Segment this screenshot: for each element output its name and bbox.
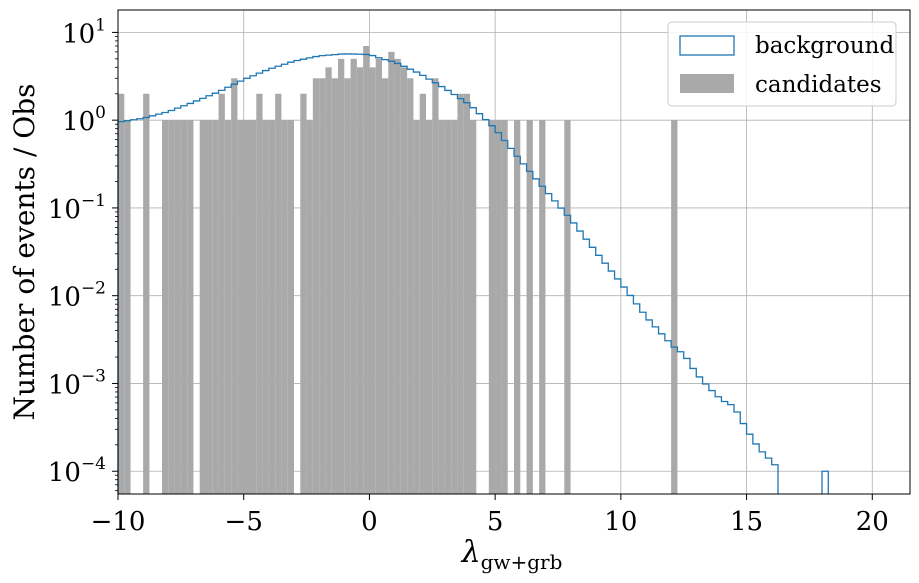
x-tick-label: −10 [91,507,146,537]
candidate-bar [400,67,408,494]
x-tick-label: 10 [604,507,637,537]
y-tick-label: 10−4 [48,454,106,488]
y-tick-label: 10−2 [48,279,106,313]
candidate-bar [287,120,294,494]
candidate-bar [375,58,382,495]
candidate-bar [224,120,232,494]
candidate-bar [218,93,225,495]
candidate-bar [187,120,194,494]
candidate-bar [451,120,458,494]
y-tick-label: 10−1 [48,191,106,225]
x-tick-label: 20 [856,507,889,537]
candidate-bar [463,93,470,495]
candidate-bar [470,120,477,494]
candidate-bar [268,120,276,494]
y-tick-base: 10 [62,19,95,49]
candidate-bar [275,93,282,495]
candidate-bar [394,58,401,495]
candidate-bar [539,120,546,494]
candidate-bar [325,67,332,494]
legend-background-swatch [679,35,735,56]
plot-frame [117,9,911,495]
y-tick-base: 10 [48,195,81,225]
candidate-bar [174,120,181,494]
y-tick-label: 101 [62,15,106,49]
candidate-bar [306,120,313,494]
y-tick-label: 10−3 [48,366,106,400]
candidate-bar [564,120,571,494]
candidate-bar [363,45,370,494]
candidate-bar [199,120,206,494]
candidate-bar [432,78,439,494]
candidate-bar [281,120,288,494]
candidate-bar [419,93,426,495]
y-tick-base: 10 [48,370,81,400]
y-tick-exponent: −3 [81,366,106,386]
x-axis-label-subscript: gw+grb [481,550,563,574]
x-axis-ticks: −10 −5 0 5 10 15 20 [91,494,889,537]
candidate-bar [256,93,263,495]
legend-candidates-swatch [680,74,734,93]
candidate-bar [162,120,169,494]
candidate-bar [407,78,414,494]
candidate-bar [344,78,351,494]
candidate-bar [180,120,188,494]
y-tick-base: 10 [48,458,81,488]
x-tick-label: −5 [225,507,263,537]
candidate-bar [488,120,496,494]
y-tick-base: 10 [62,107,95,137]
candidate-bar [388,51,395,494]
candidates-bars [118,45,678,495]
candidate-bar [168,120,175,494]
candidate-bar [526,120,533,494]
candidate-bar [426,120,433,494]
y-tick-exponent: −4 [81,454,106,474]
y-tick-exponent: 0 [95,103,106,123]
candidate-bar [495,120,502,494]
x-axis-label-main: λ [461,535,481,570]
candidate-bar [457,93,464,495]
candidate-bar [206,120,213,494]
candidate-bar [143,93,150,495]
candidate-bar [331,78,338,494]
candidate-bar [514,120,521,494]
legend-candidates-label: candidates [755,72,882,98]
x-tick-label: 0 [361,507,378,537]
candidate-bar [338,58,345,495]
candidate-bar [444,120,452,494]
candidate-bar [413,120,420,494]
candidate-bar [501,120,508,494]
candidate-bar [356,67,364,494]
candidate-bar [369,67,376,494]
candidate-bar [212,120,219,494]
y-tick-exponent: 1 [95,15,106,35]
candidate-bar [438,120,445,494]
y-tick-exponent: −1 [81,191,106,211]
candidate-bar [319,78,326,494]
legend: background candidates [667,21,897,107]
candidate-bar [312,78,320,494]
candidate-bar [382,78,389,494]
candidate-bar [671,120,678,494]
legend-background-label: background [755,33,894,59]
y-tick-exponent: −2 [81,279,106,299]
x-tick-label: 15 [730,507,763,537]
candidate-bar [118,93,125,495]
x-tick-label: 5 [487,507,504,537]
candidate-bar [124,120,131,494]
candidate-bar [350,58,357,495]
y-axis-label: Number of events / Obs [8,83,41,420]
x-axis-label: λgw+grb [461,535,563,574]
y-tick-label: 100 [62,103,106,137]
candidate-bar [262,120,269,494]
candidate-bar [231,78,238,494]
candidate-bar [300,93,307,495]
candidate-bar [237,120,244,494]
candidate-bar [250,120,257,494]
y-tick-base: 10 [48,283,81,313]
candidate-bar [243,120,250,494]
background-step-line [117,53,829,494]
